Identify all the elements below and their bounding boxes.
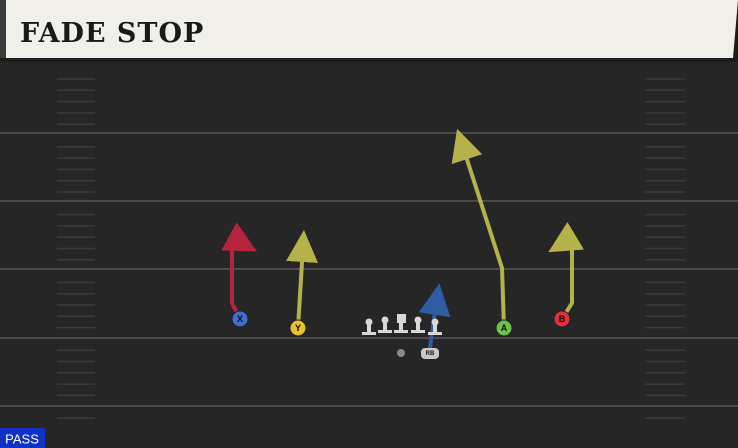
play-title: FADE STOP — [20, 18, 204, 49]
yard-lines — [0, 132, 738, 407]
player-b: B — [553, 310, 571, 328]
center — [394, 314, 408, 333]
player-label: RB — [426, 351, 435, 357]
player-label: A — [501, 323, 508, 333]
lineman — [411, 316, 425, 333]
route-a — [451, 128, 506, 329]
play-type: PASS — [5, 432, 39, 447]
offensive-line — [362, 314, 442, 335]
hash-marks — [57, 78, 685, 419]
player-x: X — [231, 310, 249, 328]
player-label: B — [559, 314, 566, 324]
player-label: Y — [295, 323, 301, 333]
player-a: A — [495, 319, 513, 337]
lineman — [378, 316, 392, 333]
header-accent — [0, 0, 6, 58]
lineman — [428, 318, 442, 335]
player-label: X — [237, 314, 243, 324]
player-y: Y — [289, 319, 307, 337]
player-rb: RB — [421, 348, 439, 359]
lineman — [362, 318, 376, 335]
route-b — [548, 222, 584, 321]
route-x — [221, 222, 258, 320]
route-y — [286, 230, 318, 329]
header-bar — [0, 0, 738, 58]
qb — [397, 349, 405, 357]
play-type-badge — [0, 428, 45, 448]
